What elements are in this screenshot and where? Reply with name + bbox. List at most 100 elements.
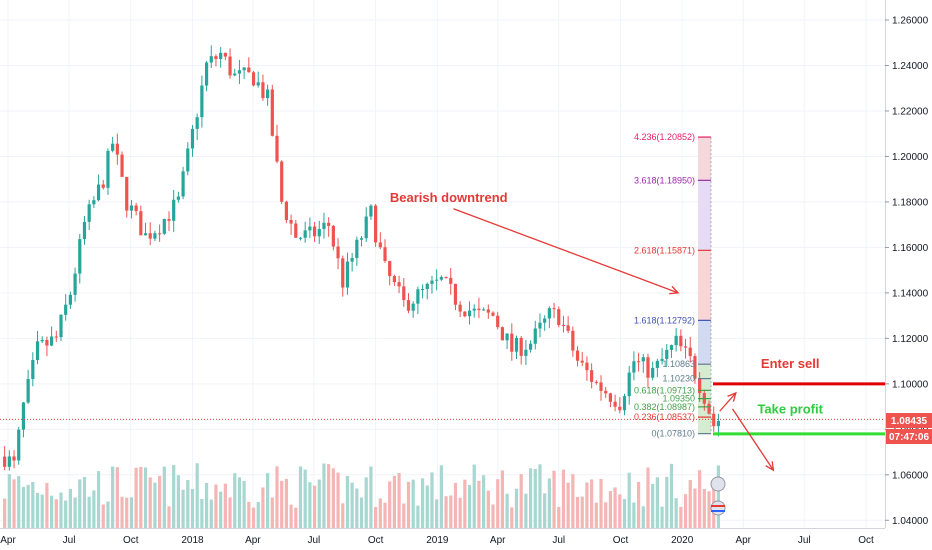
volume-bar — [402, 503, 406, 528]
volume-bar — [153, 482, 157, 528]
volume-bar — [92, 490, 96, 528]
candle-body — [78, 239, 82, 274]
volume-bar — [528, 468, 533, 528]
volume-bar — [636, 481, 641, 528]
volume-bar — [219, 491, 223, 528]
volume-bar — [477, 480, 481, 528]
annotations[interactable]: Bearish downtrend Enter sell Take profit — [390, 190, 824, 416]
volume-bars — [3, 463, 721, 528]
candle-body — [698, 378, 702, 394]
candle-body — [158, 233, 162, 235]
candle-body — [92, 200, 96, 205]
candle-body — [139, 211, 143, 236]
candle-body — [256, 82, 260, 86]
candle-body — [148, 233, 152, 239]
candle-body — [111, 143, 115, 151]
arrow-head — [727, 391, 737, 402]
candle-body — [369, 205, 373, 217]
volume-bar — [364, 477, 368, 528]
candle-body — [50, 336, 54, 346]
candle-body — [524, 349, 528, 356]
candle-body — [59, 314, 63, 338]
volume-bar — [298, 466, 303, 528]
candle-body — [195, 117, 199, 129]
x-tick-label: 2020 — [671, 535, 694, 546]
fib-band — [698, 320, 711, 365]
volume-bar — [575, 496, 580, 528]
candle-body — [261, 82, 265, 99]
candle-body — [134, 205, 138, 212]
volume-bar — [519, 474, 523, 528]
y-tick-label: 1.18000 — [892, 197, 929, 208]
candle-body — [618, 406, 622, 411]
candle-body — [68, 294, 72, 305]
candle-body — [557, 309, 561, 325]
volume-bar — [392, 475, 397, 528]
arrows[interactable] — [453, 208, 775, 472]
current-price-label: 1.08435 — [891, 416, 928, 427]
candle-body — [528, 343, 533, 350]
price-axis[interactable] — [885, 0, 932, 550]
volume-bar — [693, 488, 697, 528]
candle-body — [275, 135, 279, 162]
candle-body — [655, 360, 659, 368]
candle-body — [467, 310, 472, 317]
volume-bar — [96, 471, 101, 528]
volume-bar — [378, 498, 382, 528]
horizontal-lines[interactable] — [0, 382, 885, 436]
candle-body — [17, 429, 21, 461]
candle-body — [64, 304, 68, 315]
grid — [0, 0, 885, 528]
candle-body — [153, 233, 157, 239]
volume-bar — [303, 469, 307, 528]
candle-body — [627, 372, 631, 397]
time-axis[interactable] — [0, 528, 885, 550]
event-icon[interactable] — [710, 476, 726, 516]
volume-bar — [500, 470, 505, 528]
candle-body — [228, 56, 232, 76]
candle-body — [336, 246, 340, 259]
volume-bar — [308, 482, 312, 528]
candle-body — [247, 67, 251, 73]
x-tick-label: Apr — [245, 535, 261, 546]
candle-body — [599, 382, 603, 391]
volume-bar — [505, 493, 509, 528]
y-tick-label: 1.12000 — [892, 334, 929, 345]
volume-bar — [228, 497, 232, 528]
candle-body — [590, 370, 594, 382]
volume-bar — [679, 506, 683, 528]
candle-body — [125, 176, 129, 211]
candle-body — [374, 205, 378, 243]
y-tick-label: 1.22000 — [892, 106, 929, 117]
y-tick-label: 1.06000 — [892, 470, 929, 481]
volume-bar — [420, 478, 425, 528]
volume-bar — [45, 482, 49, 528]
volume-bar — [627, 472, 631, 528]
volume-bar — [472, 464, 476, 528]
volume-bar — [453, 482, 458, 528]
candle-body — [317, 228, 321, 237]
volume-bar — [270, 497, 274, 528]
volume-bar — [322, 463, 326, 528]
volume-bar — [294, 507, 298, 528]
volume-bar — [655, 477, 659, 528]
volume-bar — [78, 479, 82, 528]
volume-bar — [21, 486, 26, 528]
candle-body — [613, 401, 617, 407]
volume-bar — [491, 504, 495, 528]
volume-bar — [561, 469, 566, 528]
candle-body — [519, 337, 523, 356]
volume-bar — [543, 493, 547, 528]
candle-body — [707, 403, 711, 414]
candle-body — [660, 358, 664, 361]
candle-body — [289, 220, 293, 224]
candle-body — [186, 148, 190, 172]
candle-body — [219, 52, 223, 60]
volume-bar — [374, 507, 378, 528]
candle-body — [712, 413, 716, 427]
x-tick-label: Jul — [63, 535, 76, 546]
candle-body — [40, 339, 44, 342]
volume-bar — [359, 497, 364, 528]
volume-bar — [406, 481, 411, 528]
